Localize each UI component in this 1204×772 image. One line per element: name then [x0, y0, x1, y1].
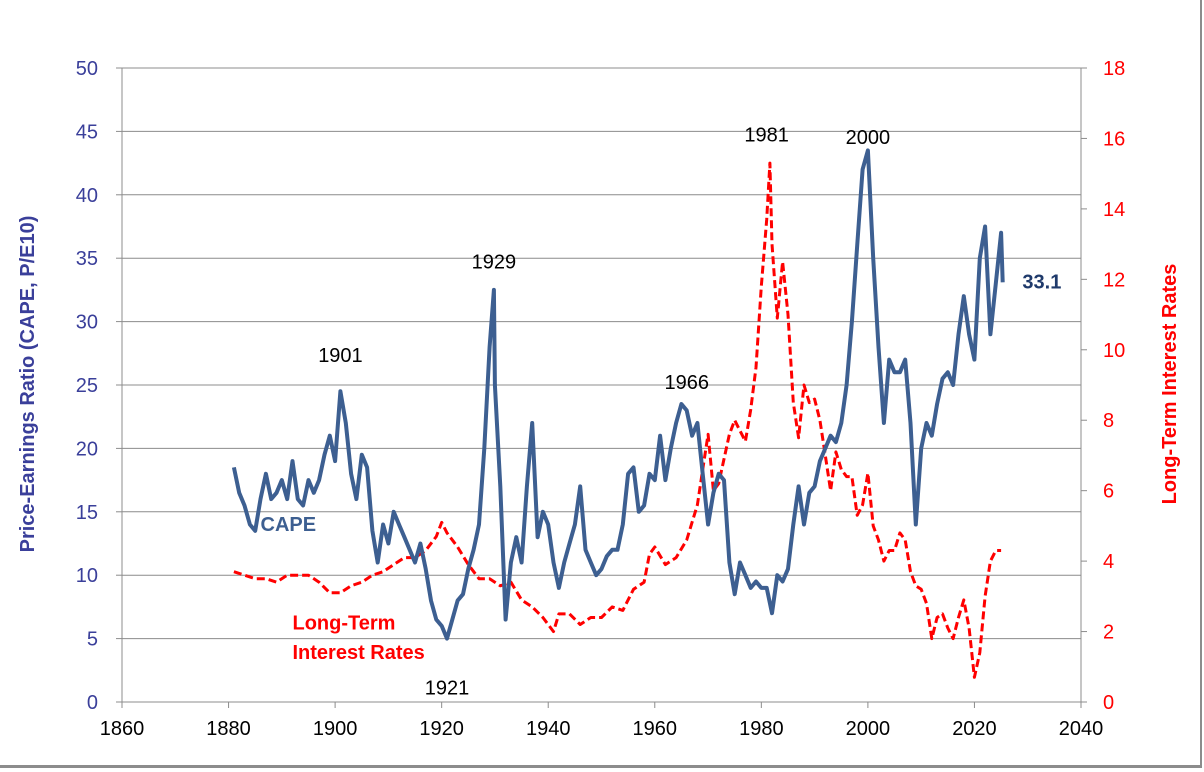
right-tick-label: 14: [1103, 199, 1125, 221]
annotation-cape: CAPE: [261, 514, 317, 536]
right-tick-label: 10: [1103, 340, 1125, 362]
x-tick-label: 2040: [1059, 718, 1104, 740]
right-tick-label: 4: [1103, 551, 1114, 573]
gridlines: [116, 67, 1087, 708]
annotation-1921: 1921: [425, 677, 470, 699]
annotation-1981: 1981: [744, 125, 789, 147]
left-tick-label: 40: [76, 185, 98, 207]
annotation-interest-rates: Interest Rates: [292, 642, 424, 664]
left-tick-label: 50: [76, 58, 98, 80]
left-tick-label: 30: [76, 312, 98, 334]
annotation-1929: 1929: [472, 251, 517, 273]
left-tick-label: 20: [76, 438, 98, 460]
x-tick-label: 2020: [952, 718, 997, 740]
x-tick-label: 1960: [633, 718, 678, 740]
annotation-long-term: Long-Term: [292, 613, 395, 635]
left-axis-ticks: 0 5 10 15 20 25 30 35 40 45 50: [76, 58, 98, 714]
right-tick-label: 8: [1103, 410, 1114, 432]
left-tick-label: 10: [76, 565, 98, 587]
series-layer: [231, 148, 1005, 679]
x-tick-label: 1920: [419, 718, 464, 740]
x-tick-label: 1860: [100, 718, 145, 740]
x-tick-label: 1880: [206, 718, 251, 740]
left-tick-label: 35: [76, 248, 98, 270]
annotations-layer: 1901 1929 1921 1966 1981 2000 33.1 CAPE Long-Ter…: [261, 125, 1062, 700]
right-tick-label: 2: [1103, 622, 1114, 644]
x-axis-ticks: 1860 1880 1900 1920 1940 1960 1980 2000 2020 2040: [100, 718, 1104, 740]
right-tick-label: 18: [1103, 58, 1125, 80]
x-tick-label: 1940: [526, 718, 571, 740]
cape-line: [231, 148, 1005, 641]
left-tick-label: 45: [76, 121, 98, 143]
y-axis-right-label: Long-Term Interest Rates: [1159, 264, 1181, 505]
x-tick-label: 1900: [313, 718, 358, 740]
annotation-1966: 1966: [664, 372, 709, 394]
annotation-1901: 1901: [318, 345, 363, 367]
right-tick-label: 6: [1103, 481, 1114, 503]
y-axis-left-label: Price-Earnings Ratio (CAPE, P/E10): [17, 216, 39, 553]
x-tick-label: 1980: [739, 718, 784, 740]
left-tick-label: 15: [76, 502, 98, 524]
annotation-33-1: 33.1: [1022, 272, 1061, 294]
left-tick-label: 5: [87, 629, 98, 651]
left-tick-label: 25: [76, 375, 98, 397]
annotation-2000: 2000: [846, 127, 891, 149]
right-axis-ticks: 0 2 4 6 8 10 12 14 16 18: [1103, 58, 1125, 714]
right-tick-label: 0: [1103, 692, 1114, 714]
left-tick-label: 0: [87, 692, 98, 714]
right-tick-label: 16: [1103, 128, 1125, 150]
x-tick-label: 2000: [846, 718, 891, 740]
right-tick-label: 12: [1103, 269, 1125, 291]
